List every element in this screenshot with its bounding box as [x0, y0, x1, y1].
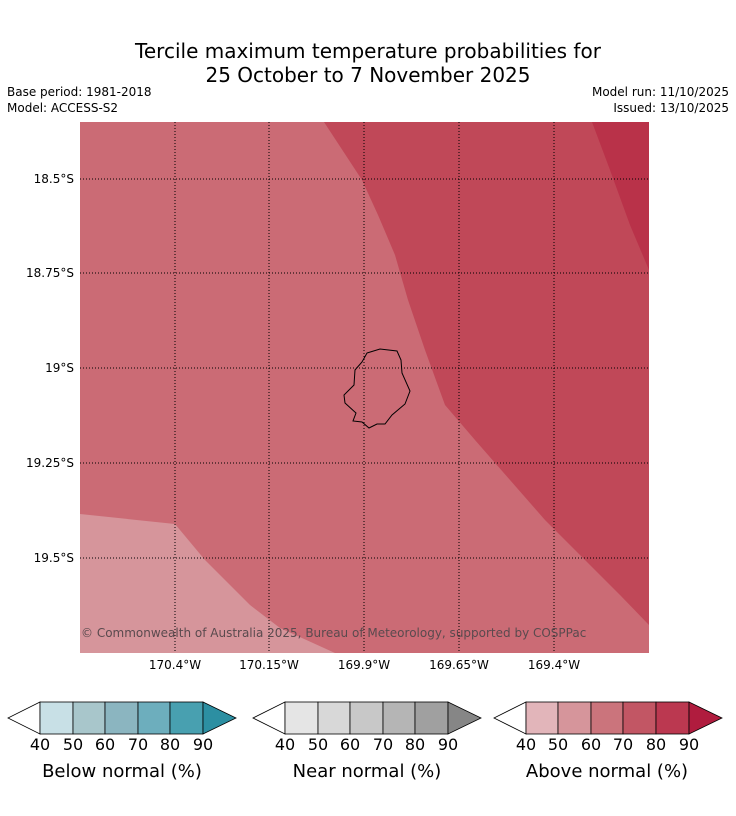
- colorbar-tick: 90: [192, 735, 214, 754]
- colorbar-swatch: [169, 701, 204, 735]
- colorbar-swatch: [137, 701, 171, 735]
- lat-label: 19°S: [45, 361, 74, 375]
- lon-label: 169.65°W: [429, 658, 489, 672]
- colorbar-tick: 40: [515, 735, 537, 754]
- colorbar-swatch: [382, 701, 416, 735]
- colorbar-tick: 50: [62, 735, 84, 754]
- colorbar-swatch: [39, 701, 74, 735]
- lon-label: 169.4°W: [527, 658, 581, 672]
- colorbar-extend-low: [7, 701, 41, 735]
- zone-80-90: [592, 122, 649, 270]
- title-line-1: Tercile maximum temperature probabilitie…: [135, 39, 601, 63]
- colorbar-extend-high: [688, 701, 723, 735]
- model-name: Model: ACCESS-S2: [7, 101, 119, 115]
- meta-right: Model run: 11/10/2025 Issued: 13/10/2025: [592, 84, 729, 116]
- colorbar-below: [7, 701, 237, 735]
- map-title: Tercile maximum temperature probabilitie…: [0, 39, 736, 87]
- copyright-notice: © Commonwealth of Australia 2025, Bureau…: [81, 626, 587, 640]
- colorbar-tick: 60: [94, 735, 116, 754]
- colorbar-extend-high: [202, 701, 237, 735]
- colorbar-label-above: Above normal (%): [525, 761, 689, 782]
- meta-left: Base period: 1981-2018 Model: ACCESS-S2: [7, 84, 152, 116]
- colorbar-swatch: [104, 701, 139, 735]
- graticule: [80, 122, 649, 653]
- island-coastline: [343, 348, 411, 429]
- colorbar-swatch: [414, 701, 449, 735]
- colorbar-swatch: [525, 701, 559, 735]
- colorbar-near: [252, 701, 482, 735]
- base-period: Base period: 1981-2018: [7, 85, 152, 99]
- colorbar-tick: 60: [580, 735, 602, 754]
- colorbar-swatch: [590, 701, 624, 735]
- colorbar-tick: 70: [612, 735, 634, 754]
- colorbar-tick: 50: [307, 735, 329, 754]
- colorbar-label-below: Below normal (%): [42, 761, 202, 782]
- colorbar-tick: 70: [127, 735, 149, 754]
- colorbar-swatch: [349, 701, 384, 735]
- colorbar-tick: 40: [29, 735, 51, 754]
- colorbar-tick: 80: [404, 735, 426, 754]
- colorbar-tick: 70: [372, 735, 394, 754]
- lon-label: 169.9°W: [337, 658, 391, 672]
- colorbar-tick: 40: [274, 735, 296, 754]
- colorbar-extend-high: [447, 701, 482, 735]
- colorbar-swatch: [72, 701, 106, 735]
- colorbar-extend-low: [252, 701, 286, 735]
- colorbar-tick: 90: [437, 735, 459, 754]
- issued-date: Issued: 13/10/2025: [613, 101, 729, 115]
- title-line-2: 25 October to 7 November 2025: [205, 63, 531, 87]
- colorbar-tick: 80: [645, 735, 667, 754]
- colorbar-swatch: [622, 701, 657, 735]
- colorbar-tick: 80: [159, 735, 181, 754]
- colorbar-label-near: Near normal (%): [292, 761, 442, 782]
- model-run: Model run: 11/10/2025: [591, 85, 729, 99]
- lon-label: 170.15°W: [239, 658, 299, 672]
- colorbar-swatch: [317, 701, 351, 735]
- colorbar-swatch: [557, 701, 592, 735]
- lat-label: 19.25°S: [26, 456, 74, 470]
- colorbar-swatch: [655, 701, 690, 735]
- lat-label: 18.5°S: [33, 172, 74, 186]
- colorbar-tick: 90: [678, 735, 700, 754]
- probability-field: [80, 122, 649, 653]
- colorbar-tick: 50: [547, 735, 569, 754]
- colorbar-above: [493, 701, 723, 735]
- lat-label: 18.75°S: [26, 266, 74, 280]
- colorbar-extend-low: [493, 701, 527, 735]
- colorbar-tick: 60: [339, 735, 361, 754]
- lat-label: 19.5°S: [33, 551, 74, 565]
- zone-70-80: [324, 122, 649, 625]
- colorbar-swatch: [284, 701, 319, 735]
- lon-label: 170.4°W: [148, 658, 202, 672]
- zone-50-60: [80, 514, 335, 653]
